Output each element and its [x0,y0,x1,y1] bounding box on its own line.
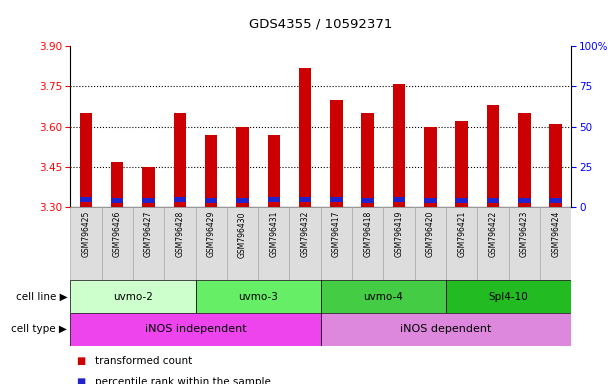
Bar [455,121,468,207]
Text: GSM796420: GSM796420 [426,211,435,257]
Bar [424,127,437,207]
Bar [477,207,509,280]
Bar [321,313,571,346]
Text: Spl4-10: Spl4-10 [489,291,529,302]
Bar [330,197,343,202]
Text: GSM796430: GSM796430 [238,211,247,258]
Bar [509,207,540,280]
Text: GSM796429: GSM796429 [207,211,216,257]
Bar [415,207,446,280]
Bar [174,113,186,207]
Text: uvmo-2: uvmo-2 [113,291,153,302]
Text: GSM796424: GSM796424 [551,211,560,257]
Text: GSM796419: GSM796419 [395,211,403,257]
Bar [268,197,280,202]
Bar [330,100,343,207]
Text: GDS4355 / 10592371: GDS4355 / 10592371 [249,18,392,31]
Bar [79,113,92,207]
Bar [393,84,405,207]
Bar [518,199,530,203]
Bar [446,280,571,313]
Bar [142,199,155,203]
Bar [196,280,321,313]
Bar [455,199,468,203]
Bar [196,207,227,280]
Bar [70,313,321,346]
Text: transformed count: transformed count [95,356,192,366]
Text: GSM796427: GSM796427 [144,211,153,257]
Bar [70,280,196,313]
Text: iNOS dependent: iNOS dependent [400,324,492,334]
Bar [164,207,196,280]
Bar [205,135,218,207]
Text: cell type ▶: cell type ▶ [12,324,67,334]
Bar [290,207,321,280]
Text: ■: ■ [76,377,86,384]
Text: GSM796423: GSM796423 [520,211,529,257]
Bar [70,207,101,280]
Bar [174,197,186,202]
Bar [321,280,446,313]
Text: ■: ■ [76,356,86,366]
Text: GSM796422: GSM796422 [489,211,497,257]
Bar [79,197,92,202]
Text: uvmo-4: uvmo-4 [364,291,403,302]
Bar [393,197,405,202]
Bar [258,207,290,280]
Bar [101,207,133,280]
Text: GSM796426: GSM796426 [113,211,122,257]
Text: GSM796425: GSM796425 [81,211,90,257]
Bar [424,199,437,203]
Bar [446,207,477,280]
Text: iNOS independent: iNOS independent [145,324,246,334]
Bar [549,199,562,203]
Bar [142,167,155,207]
Bar [362,199,374,203]
Bar [487,199,499,203]
Text: percentile rank within the sample: percentile rank within the sample [95,377,271,384]
Bar [384,207,415,280]
Text: GSM796431: GSM796431 [269,211,278,257]
Bar [236,199,249,203]
Bar [549,124,562,207]
Text: GSM796428: GSM796428 [175,211,185,257]
Bar [111,199,123,203]
Text: uvmo-3: uvmo-3 [238,291,278,302]
Bar [299,68,312,207]
Text: GSM796421: GSM796421 [457,211,466,257]
Text: GSM796432: GSM796432 [301,211,310,257]
Bar [540,207,571,280]
Bar [205,199,218,203]
Bar [321,207,352,280]
Bar [299,197,312,202]
Bar [236,127,249,207]
Text: cell line ▶: cell line ▶ [16,291,67,302]
Bar [352,207,384,280]
Bar [111,162,123,207]
Bar [227,207,258,280]
Bar [362,113,374,207]
Bar [487,105,499,207]
Text: GSM796417: GSM796417 [332,211,341,257]
Bar [268,135,280,207]
Bar [518,113,530,207]
Text: GSM796418: GSM796418 [364,211,372,257]
Bar [133,207,164,280]
